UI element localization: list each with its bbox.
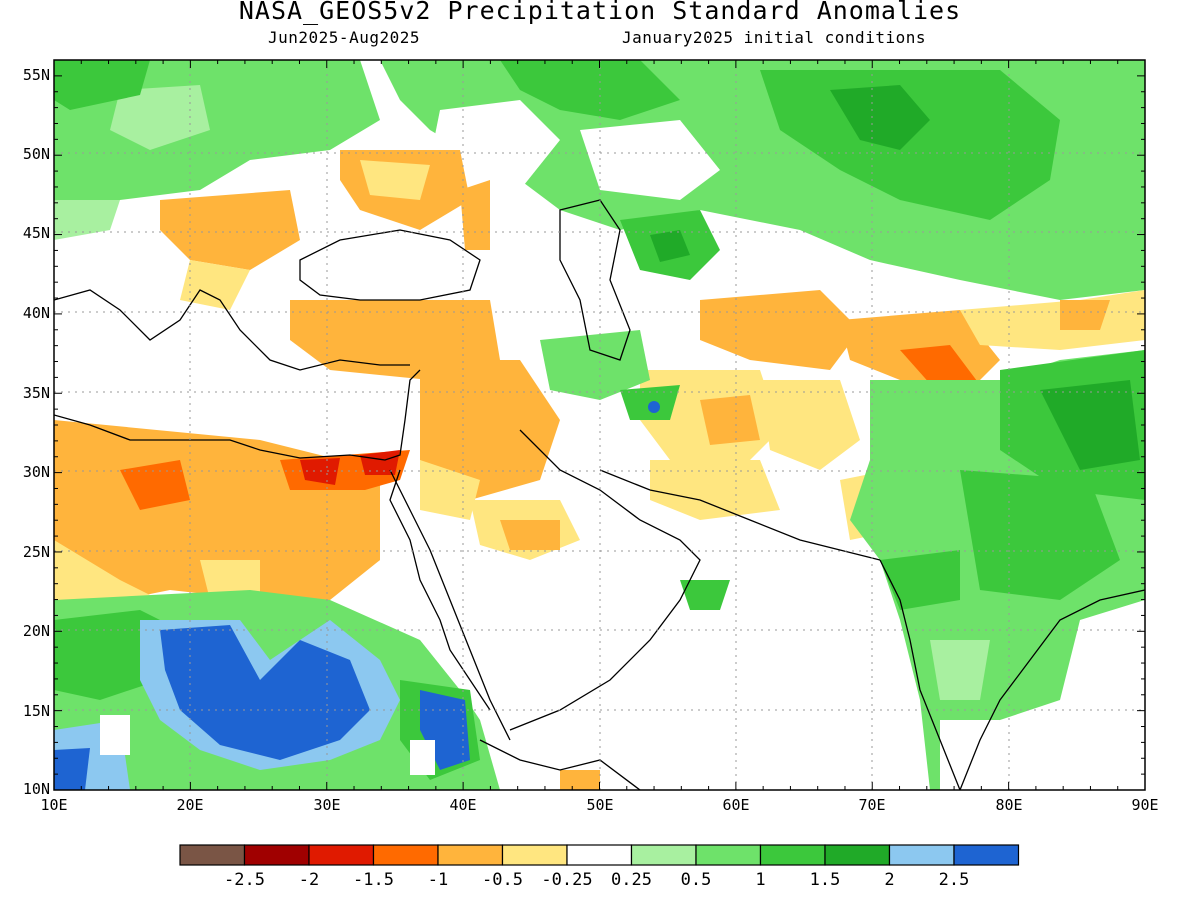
colorbar-swatch <box>501 844 568 866</box>
colorbar-swatch <box>953 844 1020 866</box>
lon-label-60e: 60E <box>722 796 750 814</box>
colorbar-swatch <box>437 844 504 866</box>
colorbar-label: 2.5 <box>938 870 970 890</box>
lat-label-10n: 10N <box>22 780 50 798</box>
lat-label-35n: 35N <box>22 384 50 402</box>
lat-label-40n: 40N <box>22 304 50 322</box>
colorbar-swatch <box>566 844 633 866</box>
colorbar-label: -0.5 <box>482 870 523 890</box>
colorbar-label: -0.25 <box>541 870 593 890</box>
axis-ticks <box>53 59 1146 791</box>
lat-label-45n: 45N <box>22 224 50 242</box>
lon-label-30e: 30E <box>313 796 341 814</box>
colorbar-label: 0.25 <box>611 870 652 890</box>
lat-label-50n: 50N <box>22 145 50 163</box>
colorbar-label: 1 <box>755 870 766 890</box>
map-title: NASA_GEOS5v2 Precipitation Standard Anom… <box>238 0 962 25</box>
colorbar-swatch <box>824 844 891 866</box>
lon-label-50e: 50E <box>586 796 614 814</box>
lat-label-15n: 15N <box>22 702 50 720</box>
colorbar-label: -2.5 <box>224 870 265 890</box>
initial-conditions: January2025 initial conditions <box>622 28 926 47</box>
lon-label-20e: 20E <box>176 796 204 814</box>
lon-label-40e: 40E <box>449 796 477 814</box>
colorbar-label: 1.5 <box>809 870 841 890</box>
colorbar-swatch <box>308 844 375 866</box>
colorbar-swatch <box>630 844 697 866</box>
lon-label-80e: 80E <box>995 796 1023 814</box>
forecast-period: Jun2025-Aug2025 <box>268 28 420 47</box>
colorbar <box>179 844 1020 866</box>
lon-label-90e: 90E <box>1131 796 1159 814</box>
lat-label-25n: 25N <box>22 543 50 561</box>
colorbar-label: -2 <box>298 870 320 890</box>
lon-label-70e: 70E <box>858 796 886 814</box>
colorbar-swatch <box>888 844 955 866</box>
colorbar-label: -1 <box>427 870 449 890</box>
coastlines <box>54 199 1145 790</box>
colorbar-label: 2 <box>884 870 895 890</box>
colorbar-swatch <box>179 844 246 866</box>
lat-label-20n: 20N <box>22 622 50 640</box>
colorbar-label: 0.5 <box>680 870 712 890</box>
colorbar-label: -1.5 <box>353 870 394 890</box>
lon-label-10e: 10E <box>40 796 68 814</box>
lat-label-55n: 55N <box>22 66 50 84</box>
colorbar-swatch <box>372 844 439 866</box>
colorbar-swatch <box>243 844 310 866</box>
colorbar-swatch <box>695 844 762 866</box>
colorbar-swatch <box>759 844 826 866</box>
graticule <box>54 60 1145 790</box>
lat-label-30n: 30N <box>22 463 50 481</box>
